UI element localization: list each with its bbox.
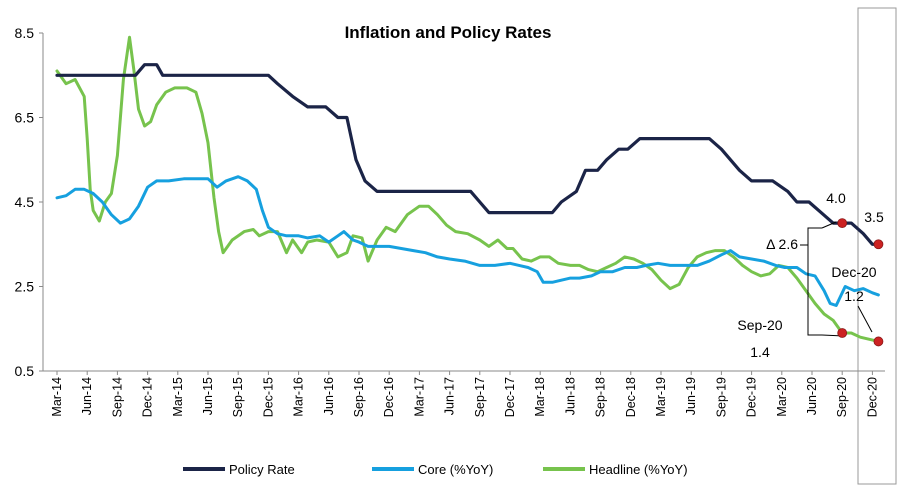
delta-bracket bbox=[807, 227, 822, 336]
x-tick-label: Sep-19 bbox=[714, 377, 728, 417]
headline-dec-leader bbox=[857, 305, 873, 333]
policy-sep-value: 4.0 bbox=[826, 190, 846, 206]
legend: Policy Rate Core (%YoY) Headline (%YoY) bbox=[183, 462, 688, 477]
x-tick-label: Jun-16 bbox=[322, 377, 336, 415]
x-tick-label: Jun-18 bbox=[563, 377, 577, 415]
markers-layer bbox=[837, 218, 884, 347]
highlight-point bbox=[873, 336, 884, 347]
series-line-core-yoy bbox=[55, 175, 880, 307]
legend-label-policy-rate: Policy Rate bbox=[229, 462, 295, 477]
legend-label-headline-yoy: Headline (%YoY) bbox=[589, 462, 688, 477]
headline-dec-value: 1.2 bbox=[844, 288, 864, 304]
x-tick-label: Mar-14 bbox=[50, 377, 64, 417]
x-tick-label: Jun-14 bbox=[80, 377, 94, 415]
y-tick-label: 8.5 bbox=[15, 25, 35, 41]
x-tick-label: Sep-18 bbox=[594, 377, 608, 417]
legend-label-core-yoy: Core (%YoY) bbox=[418, 462, 493, 477]
dec-20-highlight-box bbox=[857, 7, 897, 485]
y-ticks: 0.5 2.5 4.5 6.5 8.5 bbox=[15, 25, 43, 379]
policy-dec-value: 3.5 bbox=[864, 209, 884, 225]
x-tick-label: Dec-20 bbox=[865, 377, 879, 417]
highlight-point bbox=[837, 328, 848, 338]
x-tick-label: Jun-19 bbox=[684, 377, 698, 415]
highlight-point bbox=[837, 218, 848, 229]
series-line-policy-rate bbox=[55, 63, 880, 246]
sep-20-label: Sep-20 bbox=[737, 317, 782, 333]
dec-20-label: Dec-20 bbox=[831, 264, 876, 280]
x-tick-label: Dec-18 bbox=[624, 377, 638, 417]
x-tick-label: Sep-17 bbox=[473, 377, 487, 417]
delta-label: Δ 2.6 bbox=[766, 236, 798, 252]
x-tick-label: Sep-16 bbox=[352, 377, 366, 417]
highlight-point bbox=[873, 239, 884, 250]
x-tick-label: Sep-20 bbox=[835, 377, 849, 417]
chart-title: Inflation and Policy Rates bbox=[345, 23, 552, 42]
policy-sep-leader bbox=[821, 221, 837, 229]
x-tick-label: Mar-16 bbox=[292, 377, 306, 417]
x-tick-label: Mar-18 bbox=[533, 377, 547, 417]
x-tick-label: Jun-17 bbox=[443, 377, 457, 415]
x-tick-label: Jun-20 bbox=[805, 377, 819, 415]
x-tick-label: Mar-20 bbox=[775, 377, 789, 417]
x-tick-label: Dec-17 bbox=[503, 377, 517, 417]
series-layer bbox=[55, 35, 880, 343]
y-tick-label: 2.5 bbox=[15, 279, 35, 295]
x-tick-label: Mar-15 bbox=[171, 377, 185, 417]
x-tick-label: Dec-15 bbox=[261, 377, 275, 417]
x-tick-label: Jun-15 bbox=[201, 377, 215, 415]
y-tick-label: 4.5 bbox=[15, 194, 35, 210]
annotation-lines bbox=[800, 221, 873, 337]
x-tick-label: Mar-17 bbox=[412, 377, 426, 417]
x-tick-label: Dec-14 bbox=[141, 377, 155, 417]
x-tick-label: Dec-16 bbox=[382, 377, 396, 417]
headline-sep-value: 1.4 bbox=[750, 344, 770, 360]
x-tick-label: Sep-14 bbox=[110, 377, 124, 417]
series-line-headline-yoy bbox=[55, 35, 880, 343]
y-tick-label: 6.5 bbox=[15, 110, 35, 126]
x-tick-label: Sep-15 bbox=[231, 377, 245, 417]
x-ticks: Mar-14 Jun-14 Sep-14 Dec-14 Mar-15 Jun-15 Sep-… bbox=[50, 371, 879, 417]
x-tick-label: Dec-19 bbox=[745, 377, 759, 417]
x-tick-label: Mar-19 bbox=[654, 377, 668, 417]
y-tick-label: 0.5 bbox=[15, 363, 35, 379]
